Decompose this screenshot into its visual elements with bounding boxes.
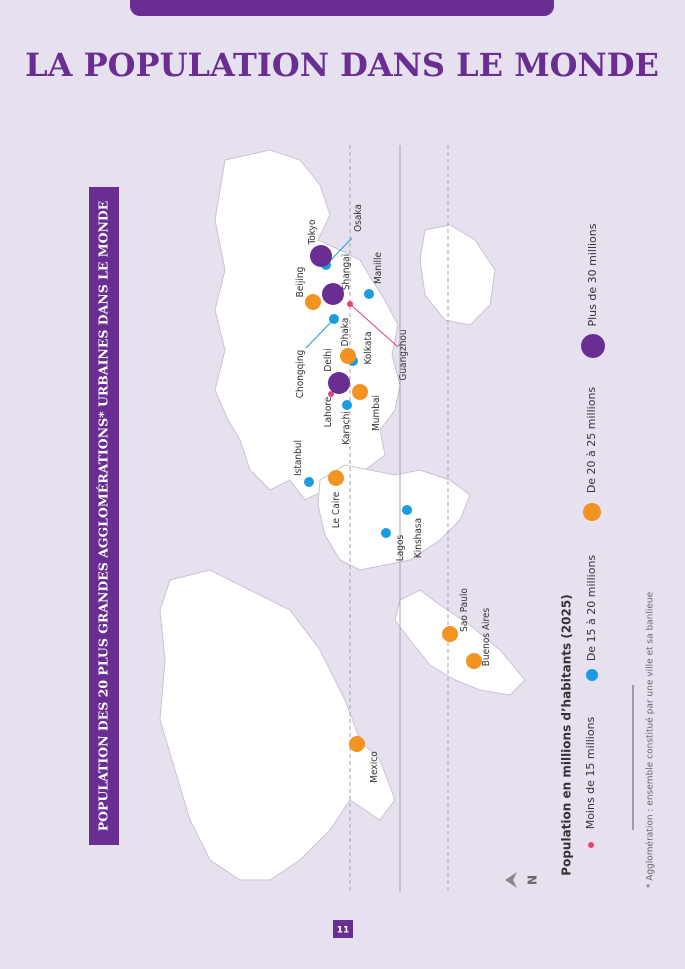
city-dot	[328, 470, 344, 486]
city-label: Delhi	[323, 348, 334, 371]
world-map	[159, 149, 526, 881]
city-label: Dhaka	[340, 318, 351, 347]
city-label: Sao Paulo	[459, 588, 470, 632]
city-dot	[402, 505, 412, 515]
top-bar	[130, 0, 554, 16]
city-dot	[322, 283, 344, 305]
city-dot	[364, 289, 374, 299]
city-label: Istanbul	[293, 440, 304, 476]
city-dot	[442, 626, 458, 642]
city-dot	[352, 384, 368, 400]
page-number-box	[333, 920, 353, 938]
australia	[419, 224, 496, 326]
city-label: Mumbai	[371, 395, 382, 431]
map-title-box	[89, 187, 119, 845]
city-label: Kolkata	[363, 332, 374, 365]
city-label: Tokyo	[307, 219, 318, 245]
page-title: LA POPULATION DANS LE MONDE	[25, 46, 659, 84]
leader-line	[349, 303, 399, 348]
city-dot	[342, 400, 352, 410]
city-label: Le Caire	[331, 491, 342, 528]
city-dot	[347, 301, 353, 307]
city-label: Lagos	[395, 534, 406, 561]
city-label: Lahore	[323, 396, 334, 427]
city-dot	[381, 528, 391, 538]
south-america	[394, 589, 526, 696]
city-label: Kinshasa	[413, 518, 424, 558]
city-label: Beijing	[295, 267, 306, 298]
city-dot	[328, 391, 334, 397]
city-label: Shangaï	[341, 253, 352, 290]
north-arrow	[505, 872, 517, 888]
city-label: Karachi	[341, 411, 352, 445]
legend-swatch	[588, 842, 594, 848]
eurasia	[214, 149, 401, 501]
footnote: * Agglomération : ensemble constitué par…	[645, 591, 656, 888]
legend-swatch	[586, 669, 598, 681]
leader-line	[305, 318, 335, 349]
city-label: Manille	[373, 252, 384, 284]
legend-title: Population en millions d’habitants (2025…	[560, 594, 574, 875]
legend-swatch	[583, 503, 601, 521]
africa	[317, 464, 471, 571]
map-title: POPULATION DES 20 PLUS GRANDES AGGLOMÉRA…	[96, 201, 111, 832]
city-dot	[349, 736, 365, 752]
city-dot	[466, 653, 482, 669]
legend-label: De 20 à 25 millions	[585, 387, 598, 494]
legend-label: Plus de 30 millions	[586, 223, 599, 326]
city-dot	[305, 294, 321, 310]
legend-label: De 15 à 20 millions	[585, 555, 598, 662]
city-dot	[310, 245, 332, 267]
city-label: Osaka	[353, 204, 364, 232]
city-label: Mexico	[369, 751, 380, 783]
city-dot	[304, 477, 314, 487]
north-america	[159, 569, 396, 881]
city-label: Buenos Aires	[481, 607, 492, 666]
city-dot	[329, 314, 339, 324]
city-dot	[340, 348, 356, 364]
legend-label: Moins de 15 millions	[584, 716, 597, 829]
city-label: Guangzhou	[398, 329, 409, 380]
page-number: 11	[337, 926, 350, 936]
north-label: N	[526, 875, 540, 885]
city-label: Chongqing	[295, 350, 306, 399]
legend-swatch	[581, 334, 605, 358]
city-dot	[328, 372, 350, 394]
